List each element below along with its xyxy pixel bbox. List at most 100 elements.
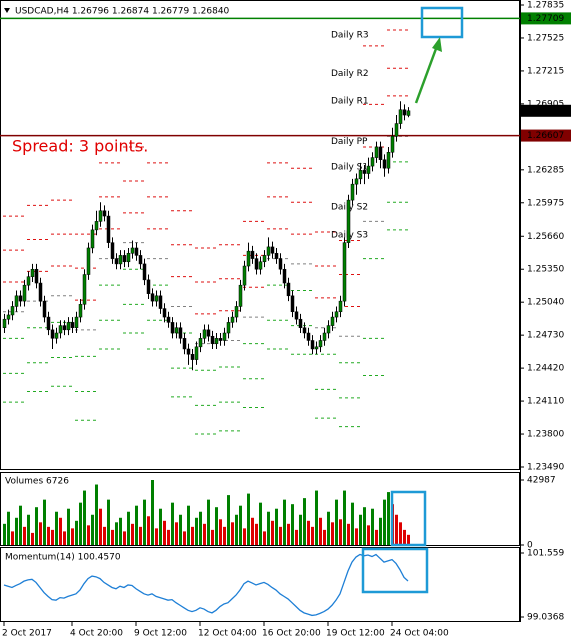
volume-bar	[307, 520, 310, 545]
y-tick-label: 1.23490	[527, 463, 564, 473]
volume-bar	[31, 532, 34, 545]
candle-body	[98, 210, 103, 222]
candle-body	[234, 306, 239, 318]
volume-bar	[99, 508, 102, 545]
volume-bar	[223, 526, 226, 545]
volume-bar	[95, 484, 98, 545]
volume-bar	[195, 517, 198, 545]
volume-bar	[91, 514, 94, 545]
x-tick-label: 2 Oct 2017	[2, 629, 52, 639]
candle-body	[86, 247, 91, 275]
candle-body	[30, 268, 35, 277]
volume-bar	[191, 526, 194, 545]
volume-bar	[123, 531, 126, 545]
volume-bar	[147, 516, 150, 545]
volume-bar	[119, 517, 122, 545]
candle-body	[54, 332, 59, 339]
candle-body	[142, 263, 147, 281]
candle-body	[346, 199, 351, 243]
candle-body	[6, 314, 11, 320]
arrow-head	[432, 37, 442, 52]
volume-bar	[67, 508, 70, 545]
candle-body	[310, 340, 315, 350]
candle-body	[374, 146, 379, 158]
volume-bar	[363, 507, 366, 545]
candle-body	[126, 253, 131, 263]
candle-body	[342, 242, 347, 302]
candle-body	[274, 253, 279, 259]
candle-body	[210, 335, 215, 344]
candle-body	[130, 247, 135, 254]
candle-body	[330, 316, 335, 326]
volume-bar	[299, 514, 302, 545]
x-tick-label: 16 Oct 20:00	[262, 629, 321, 639]
volume-bar	[103, 526, 106, 545]
candle-body	[58, 325, 63, 334]
candle-body	[94, 221, 99, 231]
candle-body	[90, 229, 95, 249]
volume-bar	[355, 528, 358, 545]
volume-bar	[11, 531, 14, 545]
candle-body	[166, 316, 171, 323]
candle-body	[290, 295, 295, 313]
volume-bar	[395, 514, 398, 545]
volume-bar	[183, 531, 186, 545]
volume-bar	[23, 526, 26, 545]
volume-bar	[259, 502, 262, 545]
pivot-label: Daily R2	[331, 69, 369, 79]
candle-body	[158, 295, 163, 309]
volume-bar	[131, 523, 134, 545]
candle-body	[190, 354, 195, 360]
volume-bar	[331, 522, 334, 545]
volume-bar	[243, 528, 246, 545]
candle-body	[402, 109, 407, 116]
x-tick-label: 12 Oct 04:00	[198, 629, 257, 639]
highlight-box	[390, 490, 427, 547]
volume-bar	[359, 514, 362, 545]
volume-bar	[335, 499, 338, 545]
volume-bar	[403, 529, 406, 545]
candle-body	[358, 170, 363, 180]
current-price-label: 1.26840	[527, 106, 564, 116]
candle-body	[382, 159, 387, 169]
y-tick-label: 1.27525	[527, 33, 564, 43]
volume-bar	[115, 522, 118, 545]
y-tick-label: 1.25040	[527, 298, 564, 308]
y-tick-label: 1.23800	[527, 430, 564, 440]
x-tick-label: 19 Oct 12:00	[326, 629, 385, 639]
candle-body	[254, 258, 259, 270]
candle-body	[78, 304, 83, 318]
volume-bar	[351, 502, 354, 545]
highlight-box	[361, 547, 429, 594]
candle-body	[222, 332, 227, 341]
volume-bar	[139, 526, 142, 545]
candle-body	[154, 295, 159, 302]
candle-body	[198, 338, 203, 348]
candle-body	[202, 329, 207, 339]
candle-body	[146, 279, 151, 294]
candle-body	[390, 136, 395, 153]
volume-bar	[275, 508, 278, 545]
volume-bar	[55, 511, 58, 545]
volume-bar	[339, 519, 342, 545]
candle-body	[282, 268, 287, 284]
candle-body	[258, 261, 263, 270]
candle-body	[378, 146, 383, 160]
candle-body	[350, 183, 355, 201]
volume-bar	[247, 493, 250, 545]
candle-body	[298, 318, 303, 328]
volume-bar	[143, 499, 146, 545]
volume-bar	[135, 505, 138, 545]
candle-body	[294, 311, 299, 320]
volume-bar	[15, 517, 18, 545]
volume-bar	[203, 523, 206, 545]
candle-body	[186, 348, 191, 355]
candle-body	[174, 327, 179, 334]
volume-bar	[71, 528, 74, 545]
candle-body	[2, 318, 7, 328]
candle-body	[334, 311, 339, 318]
volume-bar	[47, 526, 50, 545]
candle-body	[242, 265, 247, 286]
candle-body	[366, 165, 371, 174]
